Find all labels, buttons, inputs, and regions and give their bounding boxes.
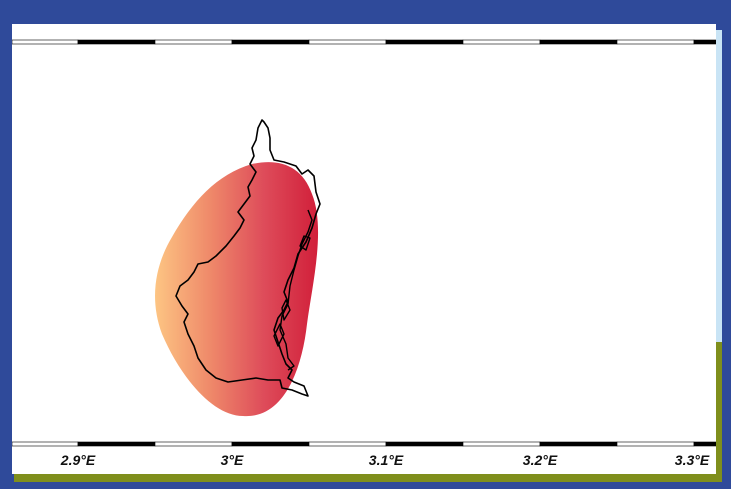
coastline [175, 119, 321, 397]
graticule-segment [154, 441, 233, 447]
graticule-segment [693, 441, 716, 447]
graticule-segment [77, 39, 156, 45]
graticule-segment [231, 39, 310, 45]
map-panel: 2.9°E 3°E 3.1°E 3.2°E 3.3°E [12, 24, 716, 474]
frame-accent-right-olive [716, 342, 722, 482]
graticule-segment [308, 441, 387, 447]
frame-accent-bottom [14, 474, 722, 482]
frame-accent-right [716, 30, 722, 342]
graticule-segment [154, 39, 233, 45]
graticule-segment [12, 39, 79, 45]
longitude-label: 3°E [221, 452, 244, 468]
graticule-segment [462, 441, 541, 447]
graticule-segment [616, 39, 695, 45]
longitude-label: 3.3°E [675, 452, 710, 468]
graticule-segment [385, 39, 464, 45]
graticule-segment [616, 441, 695, 447]
top-graticule-bar [12, 39, 716, 45]
graticule-segment [231, 441, 310, 447]
graticule-segment [308, 39, 387, 45]
longitude-labels: 2.9°E 3°E 3.1°E 3.2°E 3.3°E [60, 452, 710, 468]
graticule-segment [77, 441, 156, 447]
bottom-graticule-bar [12, 441, 716, 447]
map-canvas: 2.9°E 3°E 3.1°E 3.2°E 3.3°E [12, 39, 716, 468]
longitude-label: 2.9°E [60, 452, 96, 468]
graticule-segment [539, 441, 618, 447]
graticule-segment [693, 39, 716, 45]
longitude-label: 3.2°E [523, 452, 558, 468]
graticule-segment [385, 441, 464, 447]
graticule-segment [12, 441, 79, 447]
graticule-segment [462, 39, 541, 45]
longitude-label: 3.1°E [369, 452, 404, 468]
graticule-segment [539, 39, 618, 45]
lagoon-outline [273, 209, 313, 371]
